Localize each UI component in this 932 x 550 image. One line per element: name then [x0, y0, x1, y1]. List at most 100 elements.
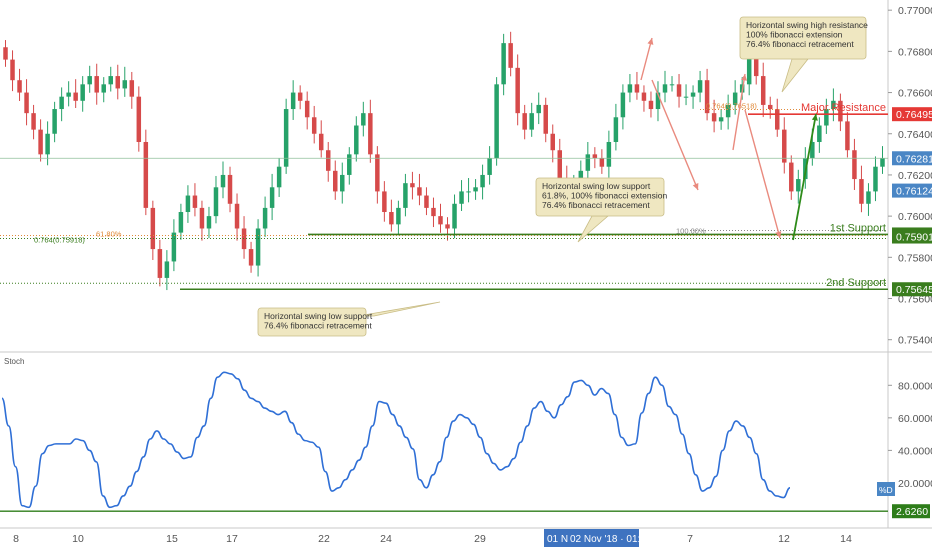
stoch-tick-label: 80.0000 [898, 380, 932, 392]
time-tick-label[interactable]: 10 [72, 533, 84, 545]
candle-body [101, 84, 106, 93]
candle-body [606, 141, 612, 167]
candle-body [669, 84, 675, 86]
candle-body [122, 80, 128, 89]
candlestick-series [3, 31, 885, 291]
candle-body [641, 92, 647, 101]
candle-body [508, 43, 513, 68]
candle-body [389, 212, 394, 225]
callout-box [739, 16, 867, 60]
fib-label: 61.80% [96, 229, 122, 238]
candle-body [873, 166, 878, 192]
level-label: 1st Support [830, 222, 886, 234]
candle-body [459, 191, 464, 204]
time-tick-label[interactable]: 17 [226, 533, 238, 545]
projection-arrow-head [811, 114, 818, 121]
candle-body [859, 179, 864, 204]
candle-body [445, 224, 450, 229]
candle-body [10, 59, 15, 81]
candle-body [129, 80, 135, 97]
candle-body [767, 104, 773, 110]
swing-arrow-head [692, 183, 699, 190]
candle-body [213, 187, 219, 217]
candle-body [417, 187, 422, 196]
candle-body [718, 117, 724, 122]
candle-body [340, 174, 345, 192]
stoch-tick-label: 20.0000 [898, 478, 932, 490]
candle-body [810, 141, 815, 159]
current-time-tag: 01 N 02 Nov '18 · 01:00 [544, 529, 652, 547]
candle-body [782, 129, 787, 163]
candle-body [613, 117, 619, 142]
candle-body [775, 109, 780, 130]
candle-body [325, 150, 331, 171]
swing-arrow-head [647, 38, 654, 45]
candle-body [80, 84, 85, 101]
candle-body [115, 76, 121, 89]
candle-body [290, 92, 296, 110]
candle-body [683, 96, 689, 98]
candle-body [627, 84, 633, 93]
time-tick-label[interactable]: 24 [380, 533, 392, 545]
candle-body [66, 92, 71, 97]
candle-body [361, 113, 366, 126]
candle-body [227, 174, 233, 204]
candle-body [880, 158, 885, 167]
candle-body [431, 207, 436, 217]
candle-body [192, 195, 198, 208]
candle-body [760, 76, 766, 105]
candle-body [704, 80, 710, 114]
time-tick-label[interactable]: 12 [778, 533, 790, 545]
price-tag-label: 0.75645 [896, 284, 932, 296]
price-tag: 0.76124 [892, 183, 932, 198]
time-tick-label-highlight: 01 N [547, 534, 568, 545]
candle-body [817, 125, 822, 142]
candle-body [3, 47, 8, 60]
candle-body [480, 174, 485, 188]
candle-body [311, 117, 317, 134]
candle-body [276, 166, 282, 188]
time-tick-label[interactable]: 7 [687, 533, 693, 545]
candle-body [136, 96, 142, 142]
time-tick-label[interactable]: 29 [474, 533, 486, 545]
candle-body [732, 92, 738, 105]
price-tag: 0.76495 [892, 107, 932, 122]
level-label: Major Resistance [801, 102, 886, 114]
time-tick-label[interactable]: 15 [166, 533, 178, 545]
candle-body [852, 150, 857, 180]
swing-arrow-head [741, 74, 748, 81]
candle-body [17, 80, 22, 93]
candle-body [157, 249, 163, 278]
time-tick-label[interactable]: 14 [840, 533, 852, 545]
candle-body [648, 100, 654, 110]
candle-body [585, 154, 591, 171]
callout-text: Horizontal swing low support [542, 181, 651, 191]
candle-body [796, 179, 801, 192]
candle-body [297, 92, 303, 101]
swing-arrow [744, 109, 781, 239]
candle-body [838, 100, 843, 122]
callout-text: Horizontal swing high resistance [746, 20, 868, 30]
time-tick-label[interactable]: 8 [13, 533, 19, 545]
candle-body [473, 187, 478, 192]
candle-body [94, 76, 99, 93]
candle-body [178, 212, 184, 233]
candle-body [171, 232, 177, 262]
candle-body [676, 84, 682, 97]
time-tick-label[interactable]: 22 [318, 533, 330, 545]
candle-body [522, 113, 527, 130]
candle-body [725, 104, 731, 118]
candle-body [73, 92, 78, 101]
candle-body [824, 109, 829, 126]
candle-body [108, 76, 113, 85]
stoch-baseline-tag-label: 2.6260 [896, 506, 928, 518]
swing-arrow [651, 79, 699, 191]
candle-body [753, 51, 759, 77]
candle-body [494, 84, 499, 159]
